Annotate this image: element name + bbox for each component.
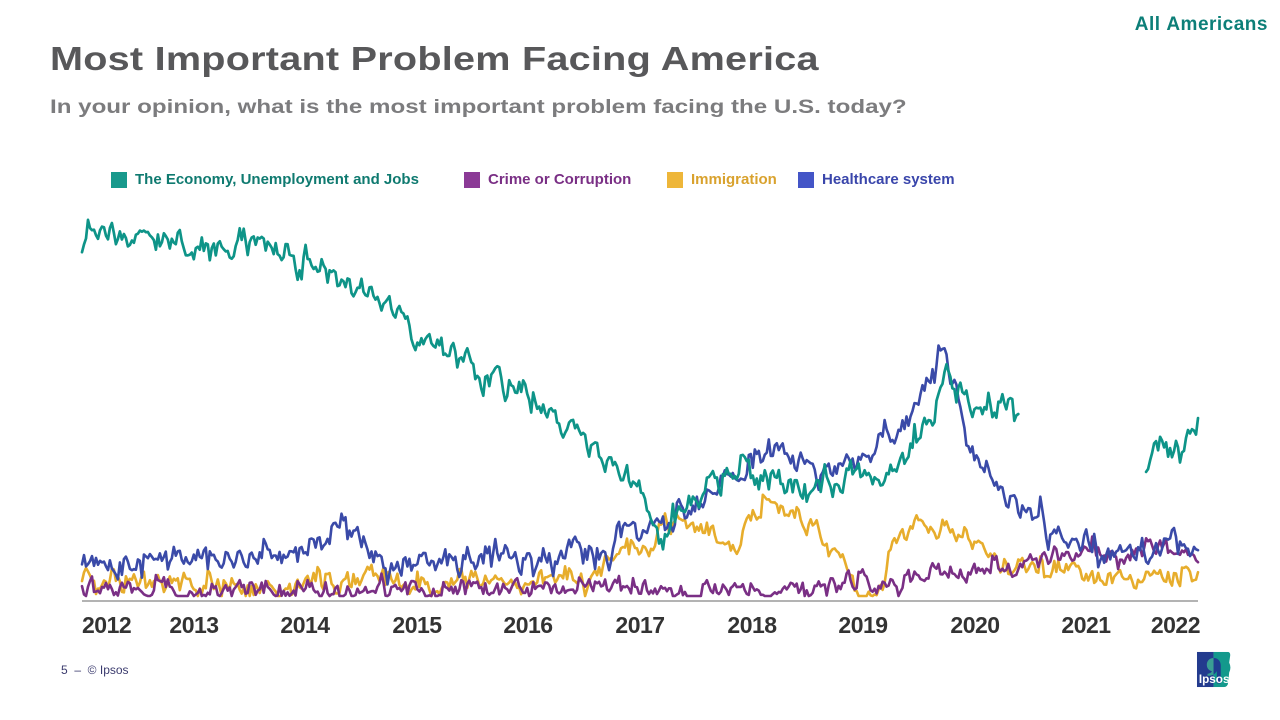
svg-text:Ipsos: Ipsos — [1199, 673, 1230, 686]
